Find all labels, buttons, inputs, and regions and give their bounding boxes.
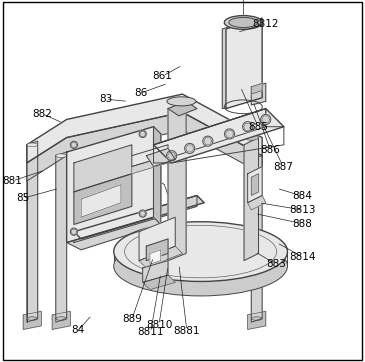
Polygon shape bbox=[251, 174, 258, 195]
Ellipse shape bbox=[27, 317, 38, 320]
Polygon shape bbox=[27, 141, 38, 322]
Polygon shape bbox=[168, 101, 186, 261]
Polygon shape bbox=[74, 195, 197, 243]
Polygon shape bbox=[23, 311, 41, 329]
Ellipse shape bbox=[114, 222, 288, 282]
Text: 8881: 8881 bbox=[174, 325, 200, 336]
Polygon shape bbox=[146, 148, 175, 167]
Text: 885: 885 bbox=[249, 122, 268, 132]
Circle shape bbox=[139, 130, 146, 138]
Polygon shape bbox=[150, 250, 161, 264]
Polygon shape bbox=[251, 156, 262, 322]
Polygon shape bbox=[27, 94, 262, 163]
Circle shape bbox=[70, 228, 77, 235]
Text: 882: 882 bbox=[32, 109, 52, 119]
Ellipse shape bbox=[114, 236, 288, 296]
Polygon shape bbox=[67, 127, 161, 243]
Polygon shape bbox=[132, 156, 168, 174]
Ellipse shape bbox=[56, 317, 67, 320]
Text: 888: 888 bbox=[293, 219, 312, 229]
Circle shape bbox=[261, 114, 271, 125]
Polygon shape bbox=[143, 275, 175, 290]
Text: 8810: 8810 bbox=[146, 320, 172, 330]
Polygon shape bbox=[154, 127, 161, 224]
Polygon shape bbox=[132, 145, 168, 167]
Circle shape bbox=[70, 141, 77, 148]
Polygon shape bbox=[168, 101, 197, 116]
Polygon shape bbox=[56, 152, 67, 322]
Text: 8811: 8811 bbox=[137, 327, 164, 337]
Ellipse shape bbox=[167, 97, 196, 106]
Text: 884: 884 bbox=[293, 191, 312, 201]
Polygon shape bbox=[226, 18, 262, 109]
Polygon shape bbox=[143, 261, 168, 282]
Circle shape bbox=[185, 143, 195, 153]
Circle shape bbox=[203, 136, 213, 146]
Polygon shape bbox=[222, 18, 258, 109]
Polygon shape bbox=[244, 138, 258, 261]
Polygon shape bbox=[154, 109, 284, 163]
Text: 84: 84 bbox=[72, 325, 85, 335]
Text: 887: 887 bbox=[273, 161, 293, 172]
Polygon shape bbox=[74, 145, 132, 192]
Polygon shape bbox=[248, 167, 262, 203]
Ellipse shape bbox=[244, 135, 258, 140]
Circle shape bbox=[224, 129, 235, 139]
Text: 889: 889 bbox=[122, 314, 142, 324]
Polygon shape bbox=[248, 311, 266, 329]
Polygon shape bbox=[251, 83, 262, 94]
Ellipse shape bbox=[229, 17, 258, 28]
Polygon shape bbox=[81, 185, 121, 217]
Text: 886: 886 bbox=[260, 144, 280, 155]
Polygon shape bbox=[139, 217, 175, 261]
Text: 8813: 8813 bbox=[289, 205, 316, 215]
Ellipse shape bbox=[251, 317, 262, 320]
Polygon shape bbox=[146, 239, 168, 261]
Text: 881: 881 bbox=[3, 176, 22, 186]
Text: 8812: 8812 bbox=[253, 18, 279, 29]
Polygon shape bbox=[67, 217, 161, 250]
Text: 861: 861 bbox=[153, 71, 173, 81]
Ellipse shape bbox=[224, 16, 262, 29]
Text: 85: 85 bbox=[16, 193, 29, 203]
Circle shape bbox=[243, 122, 253, 132]
Circle shape bbox=[166, 151, 177, 161]
Polygon shape bbox=[27, 112, 262, 181]
Circle shape bbox=[139, 210, 146, 217]
Polygon shape bbox=[74, 174, 132, 224]
Text: 83: 83 bbox=[99, 94, 112, 104]
Polygon shape bbox=[139, 246, 182, 268]
Ellipse shape bbox=[27, 143, 38, 147]
Polygon shape bbox=[74, 195, 204, 239]
Text: 883: 883 bbox=[266, 259, 286, 269]
Polygon shape bbox=[248, 195, 266, 210]
Polygon shape bbox=[52, 311, 70, 329]
Polygon shape bbox=[154, 109, 266, 163]
Ellipse shape bbox=[56, 154, 67, 157]
Text: 8814: 8814 bbox=[289, 252, 316, 262]
Text: 86: 86 bbox=[134, 88, 147, 98]
Polygon shape bbox=[251, 83, 266, 105]
